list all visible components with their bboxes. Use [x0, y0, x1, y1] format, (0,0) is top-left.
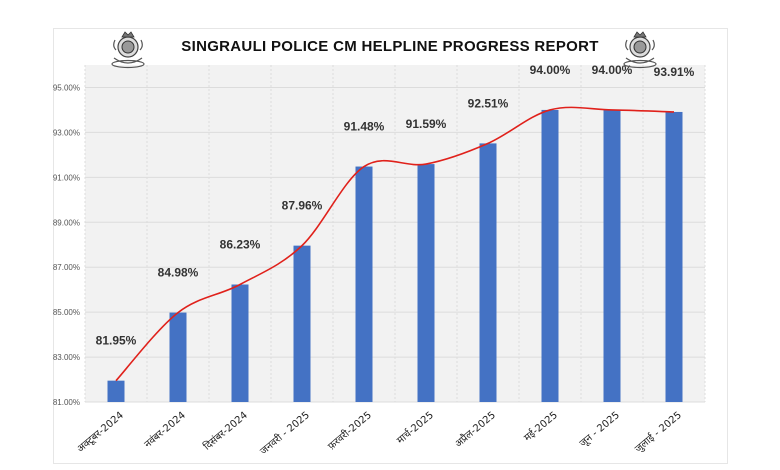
bar: [231, 284, 249, 402]
police-emblem-icon: [623, 31, 657, 69]
y-tick-label: 93.00%: [53, 128, 80, 137]
x-tick-label: दिसंबर-2024: [201, 409, 250, 453]
y-tick-label: 89.00%: [53, 218, 80, 227]
x-tick-label: नवंबर-2024: [142, 409, 188, 450]
data-label: 87.96%: [282, 199, 323, 213]
data-labels: 81.95% 84.98% 86.23% 87.96% 91.48% 91.59% 92.5…: [96, 63, 695, 348]
y-tick-label: 83.00%: [53, 353, 80, 362]
bar: [355, 166, 373, 402]
y-tick-label: 95.00%: [53, 83, 80, 92]
data-label: 93.91%: [654, 65, 695, 79]
chart-title: SINGRAULI POLICE CM HELPLINE PROGRESS RE…: [181, 38, 599, 55]
bar: [665, 111, 683, 403]
bar: [479, 143, 497, 402]
police-emblem-icon: [111, 31, 145, 69]
bar: [417, 164, 435, 402]
data-label: 94.00%: [592, 63, 633, 77]
x-tick-label: मार्च-2025: [395, 409, 436, 446]
data-label: 81.95%: [96, 334, 137, 348]
x-tick-label: फ़रवरी-2025: [326, 409, 374, 452]
y-tick-label: 87.00%: [53, 263, 80, 272]
bars: [107, 109, 683, 403]
bar: [293, 245, 311, 402]
data-label: 91.48%: [344, 120, 385, 134]
data-label: 92.51%: [468, 96, 509, 110]
x-tick-label: जुलाई - 2025: [632, 409, 683, 455]
y-axis-ticks: 81.00% 83.00% 85.00% 87.00% 89.00% 91.00% 93.0…: [53, 83, 80, 407]
data-label: 86.23%: [220, 237, 261, 251]
y-tick-label: 91.00%: [53, 173, 80, 182]
x-tick-label: जनवरी - 2025: [258, 409, 312, 457]
trend-line: [115, 106, 675, 382]
data-label: 94.00%: [530, 63, 571, 77]
y-tick-label: 85.00%: [53, 308, 80, 317]
gridlines: [84, 65, 706, 403]
x-tick-label: अक्टूबर-2024: [75, 410, 126, 455]
x-axis-ticks: अक्टूबर-2024 नवंबर-2024 दिसंबर-2024 जनवरी -…: [75, 409, 684, 457]
y-tick-label: 81.00%: [53, 398, 80, 407]
x-tick-label: मई-2025: [522, 409, 560, 444]
bar: [107, 380, 125, 402]
data-label: 91.59%: [406, 117, 447, 131]
bar: [541, 109, 559, 402]
bar: [169, 312, 187, 402]
x-tick-label: अप्रैल-2025: [453, 409, 498, 450]
bar: [603, 109, 621, 402]
data-label: 84.98%: [158, 266, 199, 280]
x-tick-label: जून - 2025: [578, 410, 622, 450]
